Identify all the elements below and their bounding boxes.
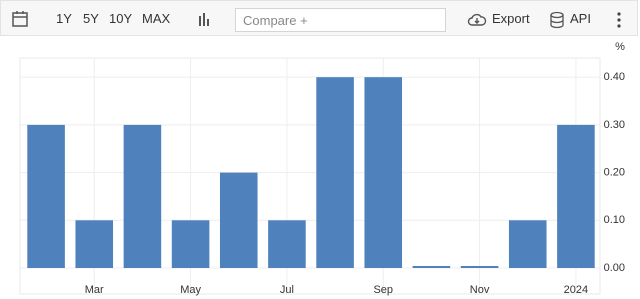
y-tick-label: 0.40	[604, 71, 625, 83]
range-button[interactable]: 10Y	[109, 11, 133, 26]
bar	[75, 220, 114, 268]
compare-input[interactable]: Compare +	[235, 8, 446, 32]
y-tick-label: 0.20	[604, 166, 625, 178]
bar	[268, 220, 306, 268]
range-button[interactable]: 1Y	[56, 11, 72, 26]
x-tick-label: Jul	[280, 284, 294, 296]
bar	[557, 124, 595, 268]
y-tick-label: 0.30	[604, 119, 625, 131]
export-icon[interactable]	[467, 12, 487, 28]
y-tick-label: 0.10	[604, 214, 625, 226]
bar	[412, 266, 451, 268]
bar	[27, 124, 65, 268]
range-button[interactable]: 5Y	[83, 11, 99, 26]
chart: % Mar May Jul Sep Nov 2024 0.00 0.10 0.20 0.30 0.4…	[19, 41, 625, 296]
x-tick-label: Nov	[470, 284, 490, 296]
bar	[219, 172, 258, 268]
chart-type-icon[interactable]	[197, 12, 213, 28]
x-tick-label: 2024	[564, 284, 588, 296]
api-button[interactable]: API	[570, 11, 591, 26]
bar	[460, 266, 499, 268]
plot-frame	[19, 57, 601, 295]
y-unit: %	[615, 41, 625, 53]
export-button[interactable]: Export	[492, 11, 530, 26]
bar	[171, 220, 210, 268]
calendar-icon[interactable]	[11, 10, 31, 30]
x-tick-label: Sep	[373, 284, 393, 296]
api-icon[interactable]	[549, 11, 565, 29]
range-button[interactable]: MAX	[142, 11, 171, 26]
bar	[123, 124, 162, 268]
bar	[316, 77, 354, 268]
menu-icon[interactable]	[616, 11, 622, 29]
x-tick-label: May	[180, 284, 201, 296]
bar	[364, 77, 403, 268]
bar	[508, 220, 547, 268]
y-tick-label: 0.00	[604, 262, 625, 274]
toolbar: 1Y 5Y 10Y MAX Compare + Export API	[0, 0, 638, 36]
x-tick-label: Mar	[85, 284, 104, 296]
